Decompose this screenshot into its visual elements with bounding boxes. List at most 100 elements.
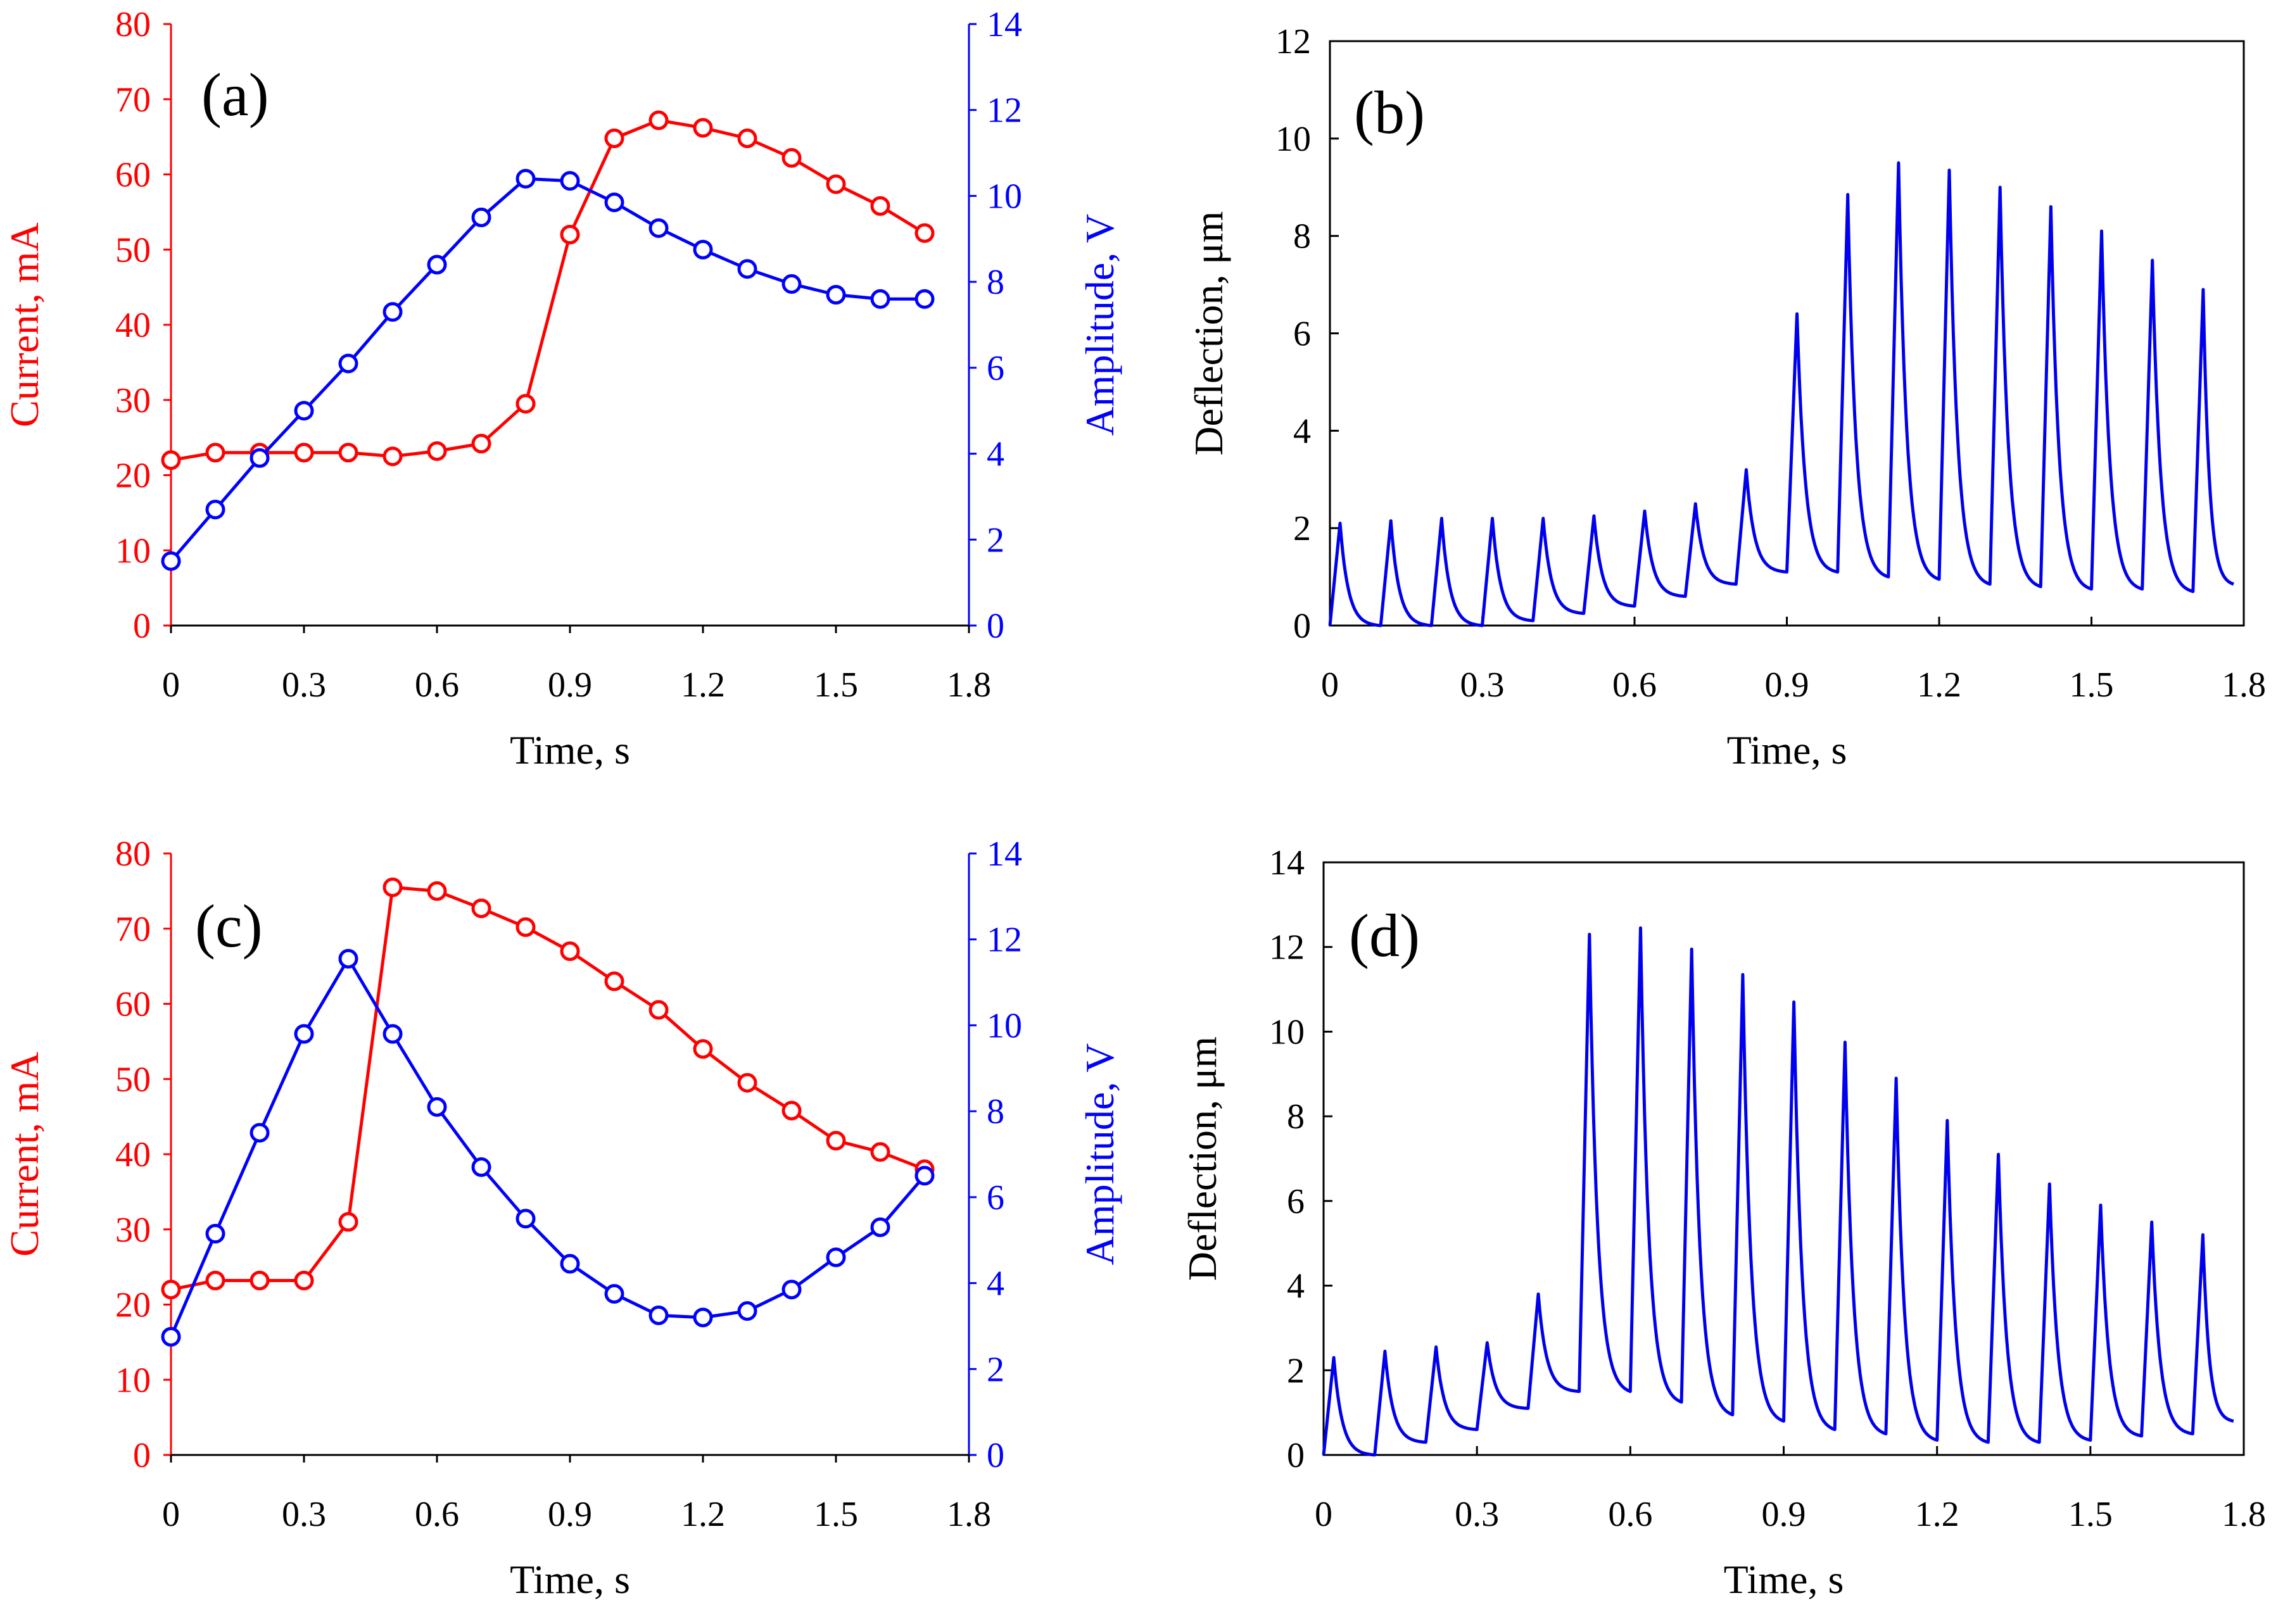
- x-tick-label: 0: [1321, 665, 1339, 705]
- x-tick-label: 1.5: [2070, 665, 2114, 705]
- amplitude-data-point: [914, 1166, 935, 1186]
- current-data-point: [870, 1142, 890, 1162]
- y-tick-label: 8: [1293, 217, 1311, 256]
- amplitude-data-point: [338, 948, 358, 969]
- amplitude-data-point: [693, 1307, 713, 1328]
- left-y-tick-label: 40: [115, 306, 151, 345]
- left-y-tick-label: 80: [115, 5, 151, 44]
- x-tick-label: 1.2: [681, 1495, 725, 1534]
- x-axis-title: Time, s: [1724, 1557, 1844, 1602]
- amplitude-data-point: [294, 1024, 314, 1044]
- amplitude-data-point: [516, 168, 536, 189]
- current-data-point: [737, 129, 757, 148]
- x-axis-title: Time, s: [1727, 727, 1847, 772]
- right-y-tick-label: 10: [987, 177, 1022, 216]
- right-y-tick-label: 14: [987, 834, 1022, 874]
- right-y-tick-label: 0: [987, 1436, 1004, 1475]
- right-y-tick-label: 4: [987, 435, 1004, 474]
- x-tick-label: 0.3: [282, 665, 326, 705]
- y-tick-label: 4: [1287, 1267, 1305, 1306]
- x-tick-label: 1.8: [947, 1495, 991, 1534]
- y-axis-title: Deflection, μm: [1180, 1036, 1225, 1281]
- right-y-tick-label: 6: [987, 1178, 1004, 1218]
- right-y-axis-title: Amplitude, V: [1077, 1043, 1122, 1266]
- y-tick-label: 2: [1293, 509, 1311, 548]
- left-y-tick-label: 10: [115, 1361, 151, 1400]
- x-tick-label: 0.9: [548, 1495, 592, 1534]
- deflection-series-line: [1328, 161, 2234, 627]
- left-y-tick-label: 30: [115, 381, 151, 420]
- y-tick-label: 0: [1287, 1436, 1305, 1475]
- amplitude-data-point: [826, 285, 846, 305]
- left-y-tick-label: 20: [115, 1286, 151, 1325]
- amplitude-data-point: [383, 1024, 403, 1044]
- y-tick-label: 6: [1287, 1182, 1305, 1221]
- right-y-tick-label: 2: [987, 520, 1004, 560]
- current-data-point: [781, 1100, 802, 1121]
- current-data-point: [914, 223, 935, 243]
- current-data-point: [737, 1073, 757, 1093]
- amplitude-data-point: [161, 1326, 181, 1347]
- amplitude-data-point: [471, 207, 491, 227]
- current-data-point: [826, 1131, 846, 1151]
- x-tick-label: 0.3: [1460, 665, 1505, 705]
- y-tick-label: 14: [1269, 843, 1305, 883]
- amplitude-data-point: [383, 302, 403, 322]
- amplitude-data-point: [250, 1123, 270, 1143]
- current-data-point: [693, 118, 713, 138]
- current-data-point: [693, 1039, 713, 1059]
- x-tick-label: 0.6: [415, 1495, 459, 1534]
- amplitude-data-point: [781, 274, 802, 294]
- x-tick-label: 0.9: [1765, 665, 1809, 705]
- right-y-tick-label: 12: [987, 921, 1022, 960]
- amplitude-data-point: [737, 1301, 757, 1321]
- y-tick-label: 10: [1269, 1012, 1305, 1052]
- amplitude-data-point: [604, 192, 624, 213]
- panel-b-deflection-chart: 0 2 4 6 8 10 12 0 0.3 0.6 0.9 1.2 1.5 1.8 Time, s Defle…: [1186, 22, 2266, 772]
- x-tick-label: 1.5: [814, 1495, 858, 1534]
- right-y-tick-label: 6: [987, 349, 1004, 388]
- amplitude-data-point: [205, 500, 225, 520]
- current-data-point: [516, 917, 536, 937]
- amplitude-data-point: [471, 1157, 491, 1177]
- left-y-tick-label: 30: [115, 1211, 151, 1250]
- x-tick-label: 0.3: [1455, 1495, 1499, 1534]
- left-y-tick-label: 70: [115, 910, 151, 949]
- left-y-tick-label: 40: [115, 1135, 151, 1174]
- amplitude-data-point: [648, 1305, 669, 1325]
- current-data-point: [604, 971, 624, 991]
- x-tick-label: 0.6: [415, 665, 459, 705]
- current-data-point: [781, 148, 802, 168]
- left-y-tick-label: 50: [115, 230, 151, 270]
- panel-a-current-amplitude-chart: 0 10 20 30 40 50 60 70 80 0 2 4 6 8 10 12 14 0 0.3 0.6 0.9 1.…: [2, 5, 1122, 772]
- current-data-point: [205, 1271, 225, 1290]
- current-data-point: [560, 941, 580, 961]
- x-tick-label: 1.5: [814, 665, 858, 705]
- current-data-point: [294, 1271, 314, 1290]
- x-axis-title: Time, s: [510, 727, 630, 772]
- amplitude-data-point: [427, 1097, 447, 1117]
- left-y-tick-label: 20: [115, 456, 151, 496]
- current-data-point: [338, 1212, 358, 1232]
- amplitude-data-point: [648, 218, 669, 238]
- right-y-tick-label: 0: [987, 607, 1004, 646]
- current-data-point: [648, 1000, 669, 1020]
- panel-label: (b): [1354, 79, 1425, 146]
- amplitude-data-point: [161, 551, 181, 571]
- current-data-point: [294, 443, 314, 463]
- amplitude-data-point: [737, 259, 757, 279]
- x-tick-label: 0.9: [1762, 1495, 1806, 1534]
- x-tick-label: 0: [162, 1495, 180, 1534]
- x-tick-label: 1.2: [1915, 1495, 1959, 1534]
- current-data-point: [648, 110, 669, 130]
- left-y-tick-label: 10: [115, 531, 151, 570]
- right-y-tick-label: 4: [987, 1264, 1004, 1304]
- left-y-axis-title: Current, mA: [2, 1052, 47, 1257]
- amplitude-data-point: [693, 239, 713, 260]
- left-y-tick-label: 0: [133, 1436, 151, 1475]
- left-y-tick-label: 80: [115, 834, 151, 874]
- current-data-point: [604, 129, 624, 148]
- current-data-point: [383, 446, 403, 467]
- amplitude-data-point: [294, 401, 314, 421]
